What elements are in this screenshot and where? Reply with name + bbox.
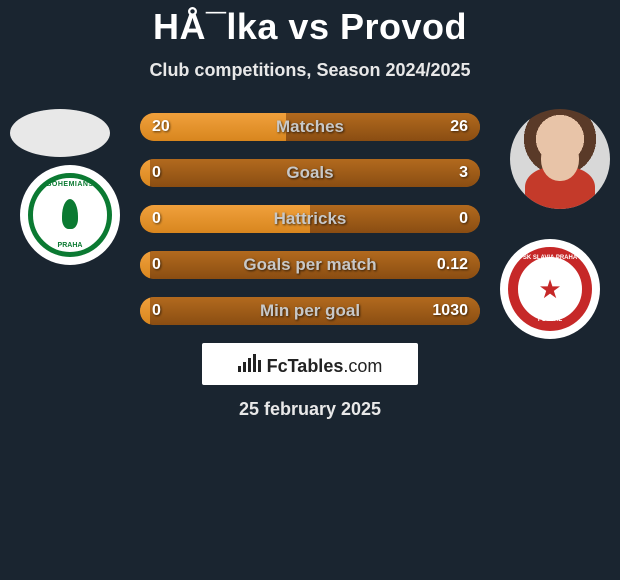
stat-bars: Matches2026Goals03Hattricks00Goals per m… — [140, 109, 480, 325]
bar-label: Matches — [276, 117, 344, 137]
player-left-avatar — [10, 109, 110, 157]
bar-fill-left — [140, 251, 150, 279]
bar-label: Goals — [286, 163, 333, 183]
bar-value-left: 0 — [152, 256, 161, 274]
club-right-badge: SK SLAVIA PRAHA ★ FOTBAL — [500, 239, 600, 339]
star-icon: ★ — [538, 276, 561, 302]
club-left-badge: BOHEMIANS PRAHA — [20, 165, 120, 265]
brand-name: FcTables — [267, 356, 344, 376]
stat-row: Min per goal 0 1030 — [140, 297, 480, 325]
bar-value-left: 0 — [152, 302, 161, 320]
date-text: 25 february 2025 — [0, 399, 620, 420]
page-title: HÅ¯lka vs Provod — [0, 0, 620, 48]
stat-row: Goals per match 0 0.12 — [140, 251, 480, 279]
kangaroo-icon — [56, 195, 84, 235]
bar-value-right: 3 — [459, 164, 468, 182]
club-right-name-top: SK SLAVIA PRAHA — [518, 255, 582, 261]
club-right-name-bottom: FOTBAL — [518, 317, 582, 323]
club-left-name-bottom: PRAHA — [33, 242, 107, 249]
stat-row: Matches 20 26 — [140, 113, 480, 141]
bar-fill-left — [140, 159, 150, 187]
brand-suffix: .com — [343, 356, 382, 376]
player-right-avatar — [510, 109, 610, 209]
stat-row: Goals 0 3 — [140, 159, 480, 187]
bar-fill-left — [140, 297, 150, 325]
brand-box: FcTables.com — [202, 343, 418, 385]
bar-value-left: 0 — [152, 210, 161, 228]
bar-value-right: 0 — [459, 210, 468, 228]
brand-text: FcTables.com — [267, 356, 383, 377]
brand-bars-icon — [238, 352, 261, 372]
subtitle: Club competitions, Season 2024/2025 — [0, 60, 620, 81]
bar-value-right: 26 — [450, 118, 468, 136]
bar-value-right: 0.12 — [437, 256, 468, 274]
bar-value-right: 1030 — [432, 302, 468, 320]
bar-value-left: 20 — [152, 118, 170, 136]
comparison-content: BOHEMIANS PRAHA SK SLAVIA PRAHA ★ FOTBAL… — [0, 109, 620, 420]
bar-label: Hattricks — [274, 209, 347, 229]
club-left-name-top: BOHEMIANS — [33, 181, 107, 188]
bar-label: Min per goal — [260, 301, 360, 321]
bar-value-left: 0 — [152, 164, 161, 182]
stat-row: Hattricks 0 0 — [140, 205, 480, 233]
bar-label: Goals per match — [243, 255, 376, 275]
